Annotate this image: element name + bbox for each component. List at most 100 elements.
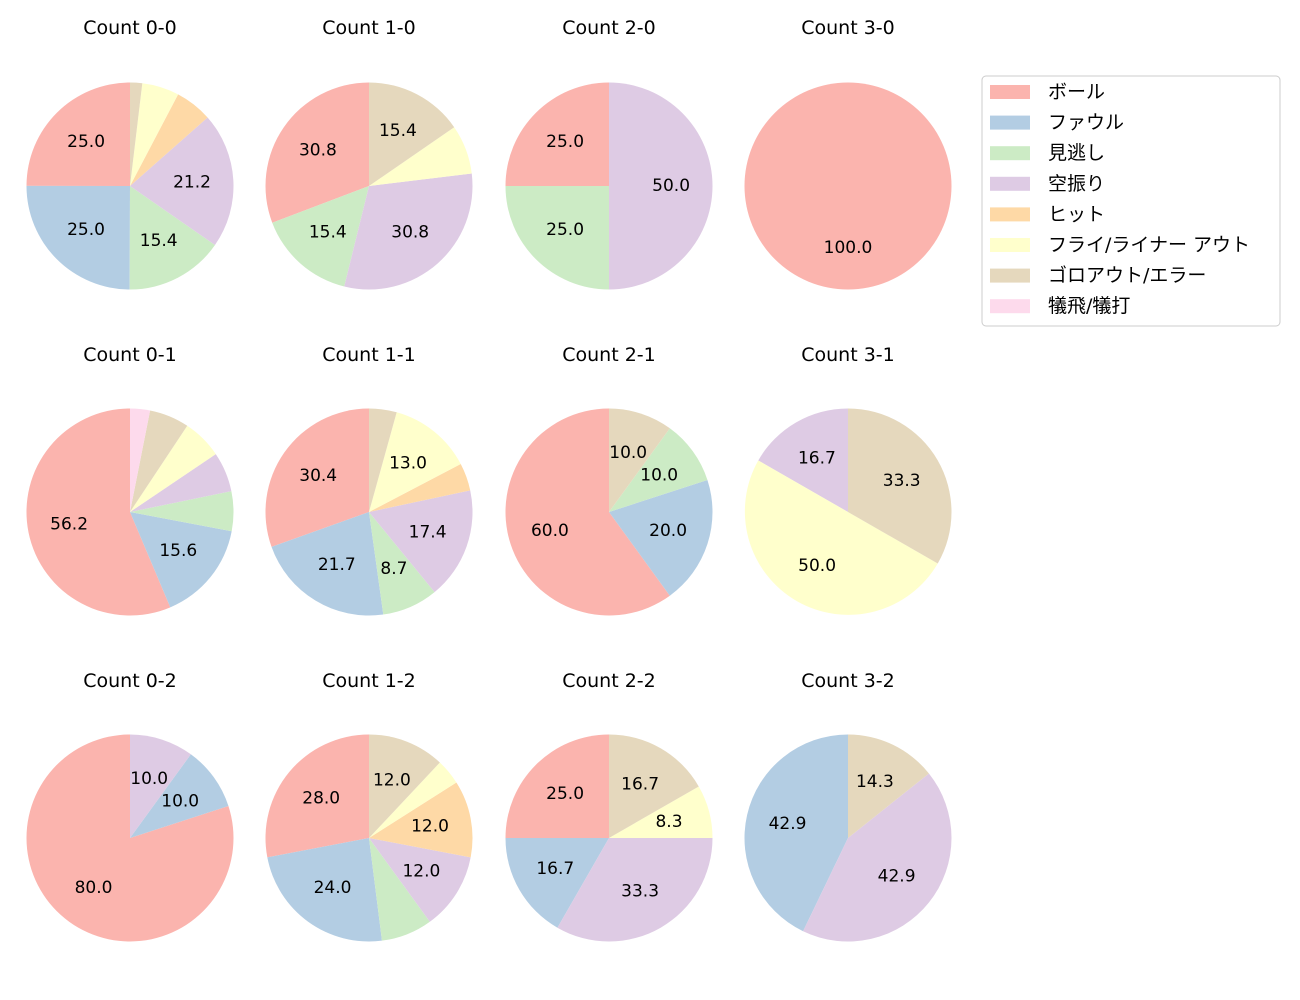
slice-label: 50.0	[652, 176, 690, 196]
slice-label: 24.0	[314, 878, 352, 898]
pie-9: Count 0-2 80.0 10.0 10.0	[26, 670, 234, 942]
pie-1: Count 0-0 25.0 25.0 15.4 21.2	[26, 17, 234, 290]
slice-label: 12.0	[411, 816, 449, 836]
pie-slice	[130, 512, 232, 608]
slice-label: 25.0	[546, 220, 584, 240]
pie-slice	[505, 838, 609, 928]
pie-slice	[744, 460, 938, 615]
pie-slice	[505, 82, 609, 186]
pie-title: Count 1-0	[322, 17, 416, 39]
legend-swatch	[990, 146, 1030, 161]
slice-label: 25.0	[546, 132, 584, 152]
pie-slice	[265, 408, 369, 547]
legend-label: 見逃し	[1048, 142, 1105, 164]
pie-slice	[609, 480, 713, 596]
legend-swatch	[990, 207, 1030, 222]
slice-label: 12.0	[373, 770, 411, 790]
legend-label: フライ/ライナー アウト	[1048, 234, 1250, 256]
slice-label: 56.2	[50, 514, 88, 534]
pie-title: Count 1-1	[322, 344, 416, 366]
legend-frame	[981, 75, 1281, 327]
pie-title: Count 1-2	[322, 670, 416, 692]
slice-label: 60.0	[531, 521, 569, 541]
pie-slice	[26, 82, 130, 186]
pie-slice	[744, 734, 848, 932]
pie-slice	[265, 734, 369, 858]
legend-label: 空振り	[1048, 173, 1105, 195]
pie-slice	[369, 412, 461, 512]
pie-5: Count 0-1 56.2 15.6	[26, 344, 234, 616]
pie-slice	[130, 94, 208, 186]
pie-title: Count 2-1	[562, 344, 656, 366]
slice-label: 16.7	[798, 448, 836, 468]
slice-label: 10.0	[609, 443, 647, 463]
slice-label: 16.7	[536, 859, 574, 879]
pie-title: Count 3-2	[801, 670, 895, 692]
pie-slice	[369, 490, 473, 593]
pie-slice	[26, 185, 130, 290]
pie-slice	[848, 408, 952, 564]
legend-swatch	[990, 299, 1030, 314]
pie-11: Count 2-2 25.0 16.7 33.3 8.3 16.7	[505, 670, 713, 942]
pie-slice	[130, 734, 191, 838]
slice-label: 50.0	[798, 556, 836, 576]
legend-swatch	[990, 268, 1030, 283]
pie-title: Count 0-1	[83, 344, 177, 366]
pie-slice	[369, 408, 397, 512]
slice-label: 30.4	[299, 466, 337, 486]
pie-10: Count 1-2 28.0 24.0 12.0 12.0 12.0	[265, 670, 473, 942]
pie-slice	[265, 82, 369, 223]
slice-label: 13.0	[389, 454, 427, 474]
pie-slice	[369, 512, 435, 615]
pie-title: Count 3-0	[801, 17, 895, 39]
pie-slice	[369, 762, 457, 838]
pie-slice	[130, 754, 229, 838]
pie-slice	[609, 82, 713, 290]
pie-title: Count 3-1	[801, 344, 895, 366]
pie-slice	[758, 408, 848, 512]
pie-4: Count 3-0 100.0	[744, 17, 952, 290]
slice-label: 25.0	[546, 784, 584, 804]
slice-label: 12.0	[402, 861, 440, 881]
pie-7: Count 2-1 60.0 20.0 10.0 10.0	[505, 344, 713, 616]
pie-slice	[272, 186, 369, 287]
slice-label: 33.3	[621, 882, 659, 902]
slice-label: 15.6	[159, 541, 197, 561]
slice-label: 15.4	[379, 121, 417, 141]
slice-label: 8.3	[655, 812, 682, 832]
pie-slice	[848, 734, 929, 838]
legend-label: ファウル	[1048, 112, 1124, 134]
slice-label: 21.2	[173, 172, 211, 192]
slice-label: 10.0	[130, 769, 168, 789]
pie-slice	[369, 782, 473, 858]
slice-label: 30.8	[299, 141, 337, 161]
pie-slice	[129, 186, 215, 290]
pie-slice	[130, 408, 151, 512]
pie-slice	[505, 734, 609, 838]
pie-slice	[369, 127, 472, 186]
pie-slice	[369, 734, 440, 838]
pie-title: Count 0-0	[83, 17, 177, 39]
pie-slice	[609, 734, 699, 838]
slice-label: 28.0	[302, 788, 340, 808]
slice-label: 21.7	[318, 555, 356, 575]
pie-slice	[505, 408, 670, 616]
pie-title: Count 2-2	[562, 670, 656, 692]
slice-label: 20.0	[649, 521, 687, 541]
slice-label: 16.7	[621, 774, 659, 794]
pie-slice	[369, 838, 430, 941]
pie-slice	[369, 82, 455, 186]
legend-label: ゴロアウト/エラー	[1048, 265, 1206, 287]
slice-label: 10.0	[161, 792, 199, 812]
pie-3: Count 2-0 25.0 25.0 50.0	[505, 17, 713, 290]
legend-swatch	[990, 176, 1030, 191]
pie-slice	[344, 173, 473, 290]
pie-slice	[609, 408, 670, 512]
slice-label: 14.3	[856, 772, 894, 792]
slice-label: 80.0	[75, 878, 113, 898]
slice-label: 30.8	[391, 223, 429, 243]
pie-slice	[26, 408, 171, 616]
slice-label: 17.4	[409, 523, 447, 543]
slice-label: 25.0	[67, 132, 105, 152]
